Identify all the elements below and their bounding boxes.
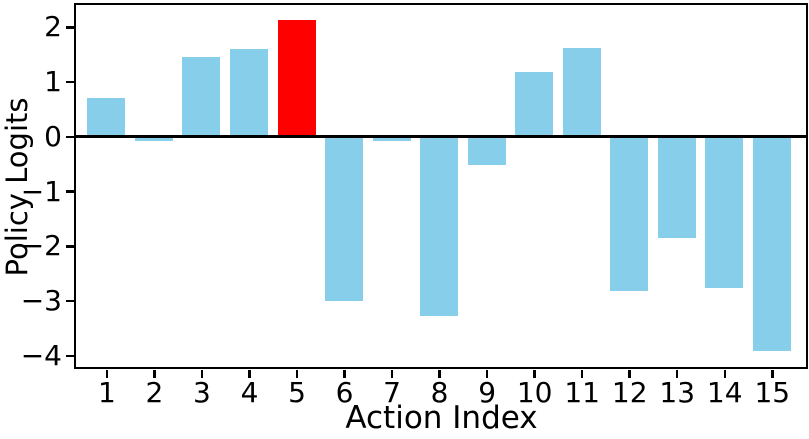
x-tick-label-9: 9 xyxy=(478,376,497,409)
x-tick-label-14: 14 xyxy=(706,376,743,409)
x-tick-label-4: 4 xyxy=(240,376,259,409)
x-tick-mark-10 xyxy=(533,370,536,378)
x-tick-mark-3 xyxy=(200,370,204,378)
x-tick-mark-13 xyxy=(675,370,679,378)
x-axis-label: Action Index xyxy=(345,400,538,436)
bar-action-5 xyxy=(277,20,316,137)
bar-action-12 xyxy=(610,136,649,291)
y-tick-label-0: 0 xyxy=(44,119,62,153)
y-tick-mark-−2 xyxy=(66,245,74,248)
y-tick-mark-0 xyxy=(66,135,74,139)
y-tick-mark-2 xyxy=(66,26,74,29)
x-tick-label-2: 2 xyxy=(145,376,164,409)
bar-action-4 xyxy=(229,48,268,137)
bar-action-8 xyxy=(420,136,459,316)
plot-area xyxy=(74,3,808,369)
zero-baseline xyxy=(76,134,806,138)
y-tick-label-−2: −2 xyxy=(20,229,62,263)
x-tick-label-15: 15 xyxy=(754,376,791,409)
bar-action-14 xyxy=(705,136,744,288)
x-tick-mark-2 xyxy=(153,370,156,378)
x-tick-mark-12 xyxy=(628,370,631,378)
bar-action-9 xyxy=(467,136,506,165)
x-tick-mark-14 xyxy=(723,370,726,378)
bar-action-3 xyxy=(182,57,221,137)
x-tick-mark-9 xyxy=(485,370,489,378)
y-tick-mark-−1 xyxy=(66,190,74,193)
x-tick-label-13: 13 xyxy=(659,376,696,409)
bar-action-1 xyxy=(87,98,126,137)
y-tick-label-2: 2 xyxy=(44,10,62,44)
x-tick-mark-5 xyxy=(295,370,299,378)
x-tick-label-7: 7 xyxy=(383,376,401,409)
bar-action-10 xyxy=(515,72,554,137)
bar-action-2 xyxy=(134,136,173,141)
x-tick-mark-1 xyxy=(105,370,109,378)
y-tick-mark-1 xyxy=(66,80,74,84)
bar-action-11 xyxy=(562,47,601,137)
x-tick-mark-8 xyxy=(438,370,441,378)
x-tick-mark-4 xyxy=(248,370,251,378)
x-tick-mark-7 xyxy=(390,370,394,378)
y-tick-label-−3: −3 xyxy=(20,284,62,318)
x-tick-label-5: 5 xyxy=(288,376,306,409)
x-tick-label-11: 11 xyxy=(564,376,600,409)
bar-action-6 xyxy=(325,136,364,301)
x-tick-label-12: 12 xyxy=(611,376,648,409)
y-tick-label-1: 1 xyxy=(44,65,62,99)
x-tick-label-1: 1 xyxy=(97,376,116,409)
bar-action-13 xyxy=(657,136,696,239)
x-tick-label-8: 8 xyxy=(430,376,449,409)
bar-action-7 xyxy=(372,136,411,141)
x-tick-label-6: 6 xyxy=(335,376,354,409)
x-tick-label-3: 3 xyxy=(193,376,211,409)
y-tick-mark-−4 xyxy=(66,354,74,358)
bar-action-15 xyxy=(752,136,791,351)
y-tick-label-−4: −4 xyxy=(20,338,62,372)
x-tick-label-10: 10 xyxy=(516,376,553,409)
y-tick-label-−1: −1 xyxy=(20,174,62,208)
y-tick-mark-−3 xyxy=(66,299,74,303)
x-tick-mark-11 xyxy=(580,370,584,378)
x-tick-mark-15 xyxy=(771,370,774,378)
x-tick-mark-6 xyxy=(343,370,346,378)
